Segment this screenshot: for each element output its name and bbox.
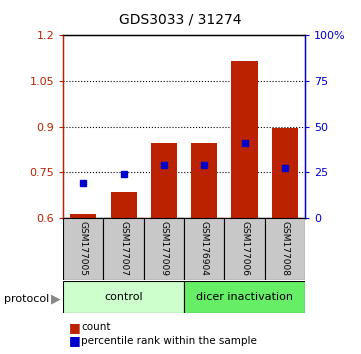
Bar	[151, 143, 177, 218]
Bar	[184, 281, 305, 313]
Bar	[63, 218, 104, 280]
Text: GSM176904: GSM176904	[200, 221, 209, 276]
Bar	[272, 128, 298, 218]
Bar	[184, 218, 225, 280]
Bar	[225, 218, 265, 280]
Text: dicer inactivation: dicer inactivation	[196, 292, 293, 302]
Text: count: count	[81, 322, 111, 332]
Text: GSM177008: GSM177008	[280, 221, 290, 276]
Bar	[63, 281, 184, 313]
Text: ■: ■	[69, 321, 81, 334]
Text: GSM177006: GSM177006	[240, 221, 249, 276]
Text: control: control	[104, 292, 143, 302]
Text: GSM177009: GSM177009	[160, 221, 169, 276]
Text: protocol: protocol	[4, 294, 49, 304]
Text: GSM177005: GSM177005	[79, 221, 88, 276]
Bar	[231, 61, 258, 218]
Bar	[104, 218, 144, 280]
Text: GDS3033 / 31274: GDS3033 / 31274	[119, 12, 242, 27]
Text: ▶: ▶	[51, 293, 61, 306]
Bar	[70, 214, 96, 218]
Text: GSM177007: GSM177007	[119, 221, 128, 276]
Bar	[191, 143, 217, 218]
Bar	[144, 218, 184, 280]
Bar	[110, 192, 137, 218]
Text: ■: ■	[69, 334, 81, 347]
Text: percentile rank within the sample: percentile rank within the sample	[81, 336, 257, 346]
Bar	[265, 218, 305, 280]
